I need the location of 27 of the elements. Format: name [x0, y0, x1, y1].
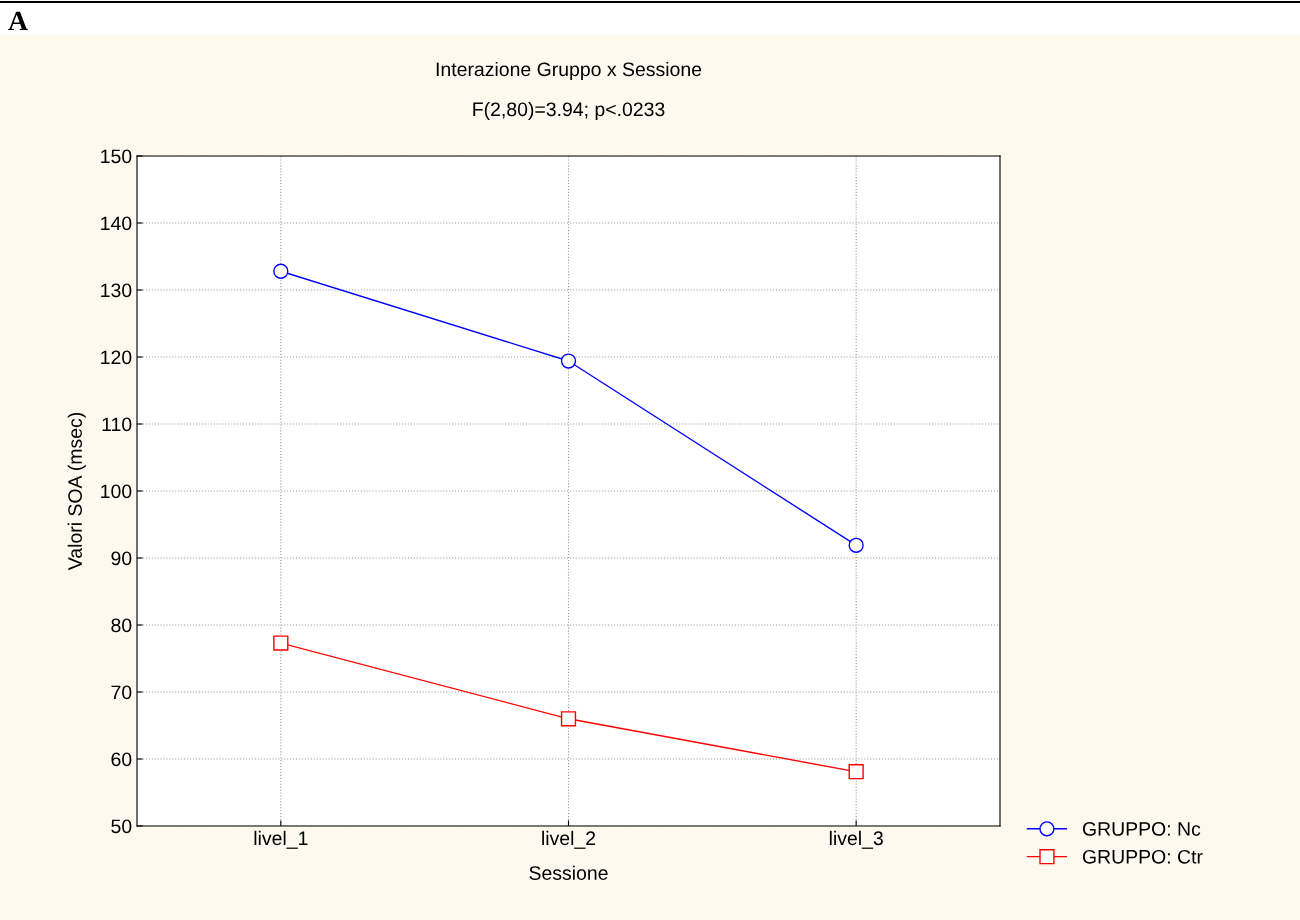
point [560, 353, 577, 369]
point [848, 537, 864, 553]
point [560, 711, 577, 727]
y-tick-label: 140 [101, 216, 132, 231]
y-tick-label: 150 [101, 149, 132, 164]
y-tick-label: 100 [101, 484, 132, 499]
point [273, 263, 289, 279]
x-tick-label: livel_2 [542, 830, 596, 849]
legend-label: GRUPPO: Ctr [1082, 849, 1203, 864]
y-tick-label: 130 [101, 283, 132, 298]
x-tick-label: livel_1 [254, 830, 308, 849]
y-tick-label: 110 [102, 417, 132, 432]
y-tick-label: 90 [111, 551, 132, 566]
point [848, 764, 864, 780]
legend-label: GRUPPO: Nc [1082, 822, 1201, 836]
y-axis-title: Valori SOA (msec) [67, 412, 86, 571]
chart-title: Interazione Gruppo x Sessione [436, 61, 702, 81]
x-tick-label: livel_3 [829, 830, 883, 849]
y-tick-label: 120 [101, 350, 132, 365]
chart-subtitle: F(2,80)=3.94; p<.0233 [473, 101, 665, 121]
point [273, 635, 289, 651]
y-tick-label: 80 [111, 618, 132, 633]
text: A [8, 11, 28, 30]
y-tick-label: 60 [111, 752, 132, 767]
y-tick-label: 50 [111, 819, 132, 834]
y-tick-label: 70 [111, 685, 132, 700]
x-axis-title: Sessione [529, 865, 608, 880]
